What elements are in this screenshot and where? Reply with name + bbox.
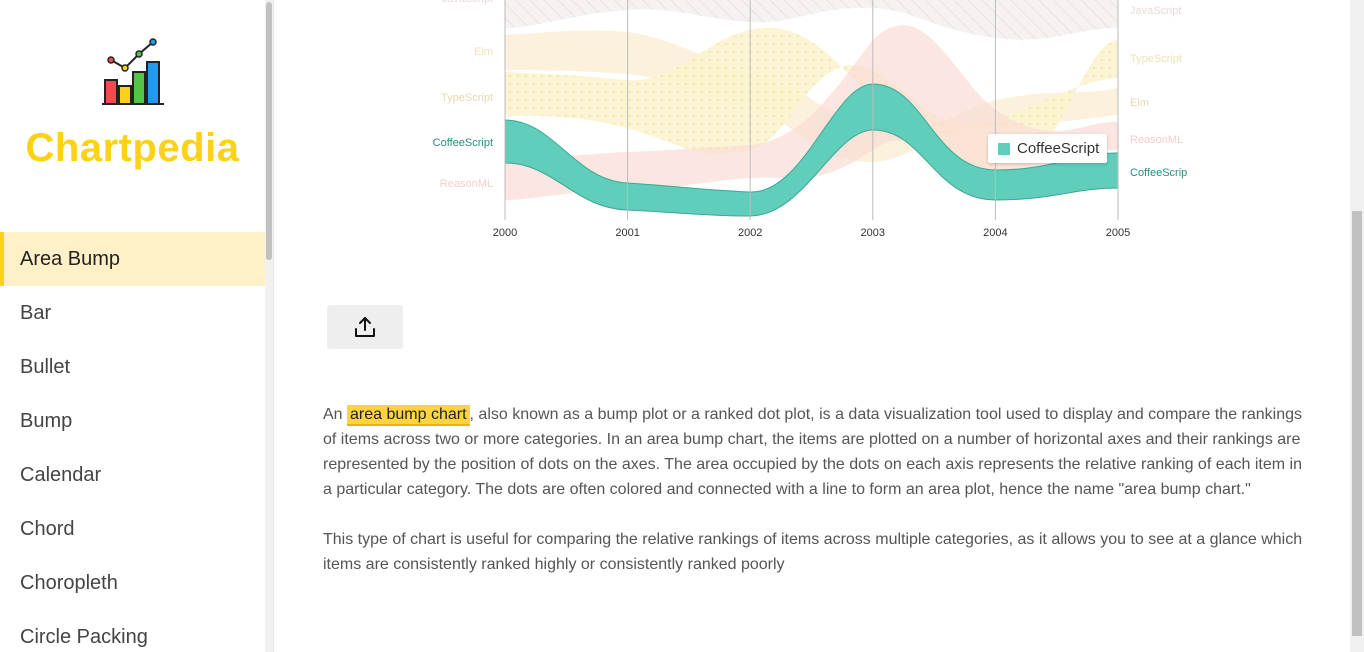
end-label: CoffeeScrip — [1130, 167, 1187, 179]
x-axis: 2000 2001 2002 2003 2004 2005 — [493, 0, 1130, 239]
sidebar-item-choropleth[interactable]: Choropleth — [20, 572, 118, 594]
start-label: ReasonML — [440, 178, 493, 190]
start-labels: JavaScript Elm TypeScript CoffeeScript Reaso… — [433, 0, 493, 190]
x-tick-label: 2001 — [615, 227, 639, 239]
legend-swatch — [998, 142, 1010, 155]
page-scrollbar[interactable] — [1350, 0, 1364, 652]
x-tick-label: 2002 — [738, 227, 762, 239]
export-button[interactable] — [327, 305, 403, 349]
intro-text: An — [323, 406, 348, 423]
end-label: JavaScript — [1130, 5, 1181, 17]
highlight-term: area bump chart — [347, 405, 470, 426]
x-tick-label: 2005 — [1106, 227, 1130, 239]
sidebar-item-bump[interactable]: Bump — [20, 410, 73, 432]
x-tick-label: 2000 — [493, 227, 517, 239]
sidebar-item-circle-packing[interactable]: Circle Packing — [20, 626, 148, 648]
page-scrollbar-thumb[interactable] — [1352, 211, 1362, 636]
chart-logo-icon — [102, 38, 164, 105]
sidebar-scrollbar-thumb[interactable] — [266, 2, 272, 260]
start-label: JavaScript — [442, 0, 493, 5]
end-label: ReasonML — [1130, 134, 1183, 146]
upload-icon — [355, 317, 375, 337]
sidebar-item-chord[interactable]: Chord — [20, 518, 75, 540]
main-content: 2000 2001 2002 2003 2004 2005 JavaScript Elm Ty… — [274, 0, 1350, 652]
start-label: TypeScript — [441, 92, 493, 104]
description-paragraph-2: This type of chart is useful for compari… — [323, 531, 1303, 573]
end-label: Elm — [1130, 97, 1149, 109]
sidebar-item-calendar[interactable]: Calendar — [20, 464, 102, 486]
brand-title[interactable]: Chartpedia — [25, 126, 240, 170]
x-tick-label: 2004 — [983, 227, 1007, 239]
paragraph-1-text: , also known as a bump plot or a ranked … — [323, 406, 1303, 498]
area-bump-chart[interactable]: 2000 2001 2002 2003 2004 2005 JavaScript Elm Ty… — [274, 0, 1350, 250]
description-paragraph-1: An area bump chart, also known as a bump… — [323, 402, 1313, 502]
start-label: Elm — [474, 46, 493, 58]
sidebar-item-bar[interactable]: Bar — [20, 302, 52, 324]
x-tick-label: 2003 — [861, 227, 885, 239]
end-label: TypeScript — [1130, 53, 1182, 65]
end-labels: JavaScript TypeScript Elm ReasonML CoffeeScr… — [1130, 5, 1187, 179]
sidebar-nav: Area Bump Bar Bullet Bump Calendar Chord… — [0, 232, 265, 652]
sidebar-item-area-bump[interactable]: Area Bump — [0, 232, 265, 286]
sidebar-scrollbar[interactable] — [265, 0, 274, 652]
start-label: CoffeeScript — [433, 137, 493, 149]
chart-description: An area bump chart, also known as a bump… — [323, 402, 1313, 602]
sidebar-item-bullet[interactable]: Bullet — [20, 356, 71, 378]
chart-legend: CoffeeScript — [988, 134, 1108, 163]
series-reasonml[interactable] — [505, 25, 1118, 200]
sidebar: Chartpedia Area Bump Bar Bullet Bump Cal… — [0, 0, 265, 652]
series-javascript[interactable] — [505, 0, 1118, 40]
legend-label: CoffeeScript — [1017, 140, 1100, 157]
